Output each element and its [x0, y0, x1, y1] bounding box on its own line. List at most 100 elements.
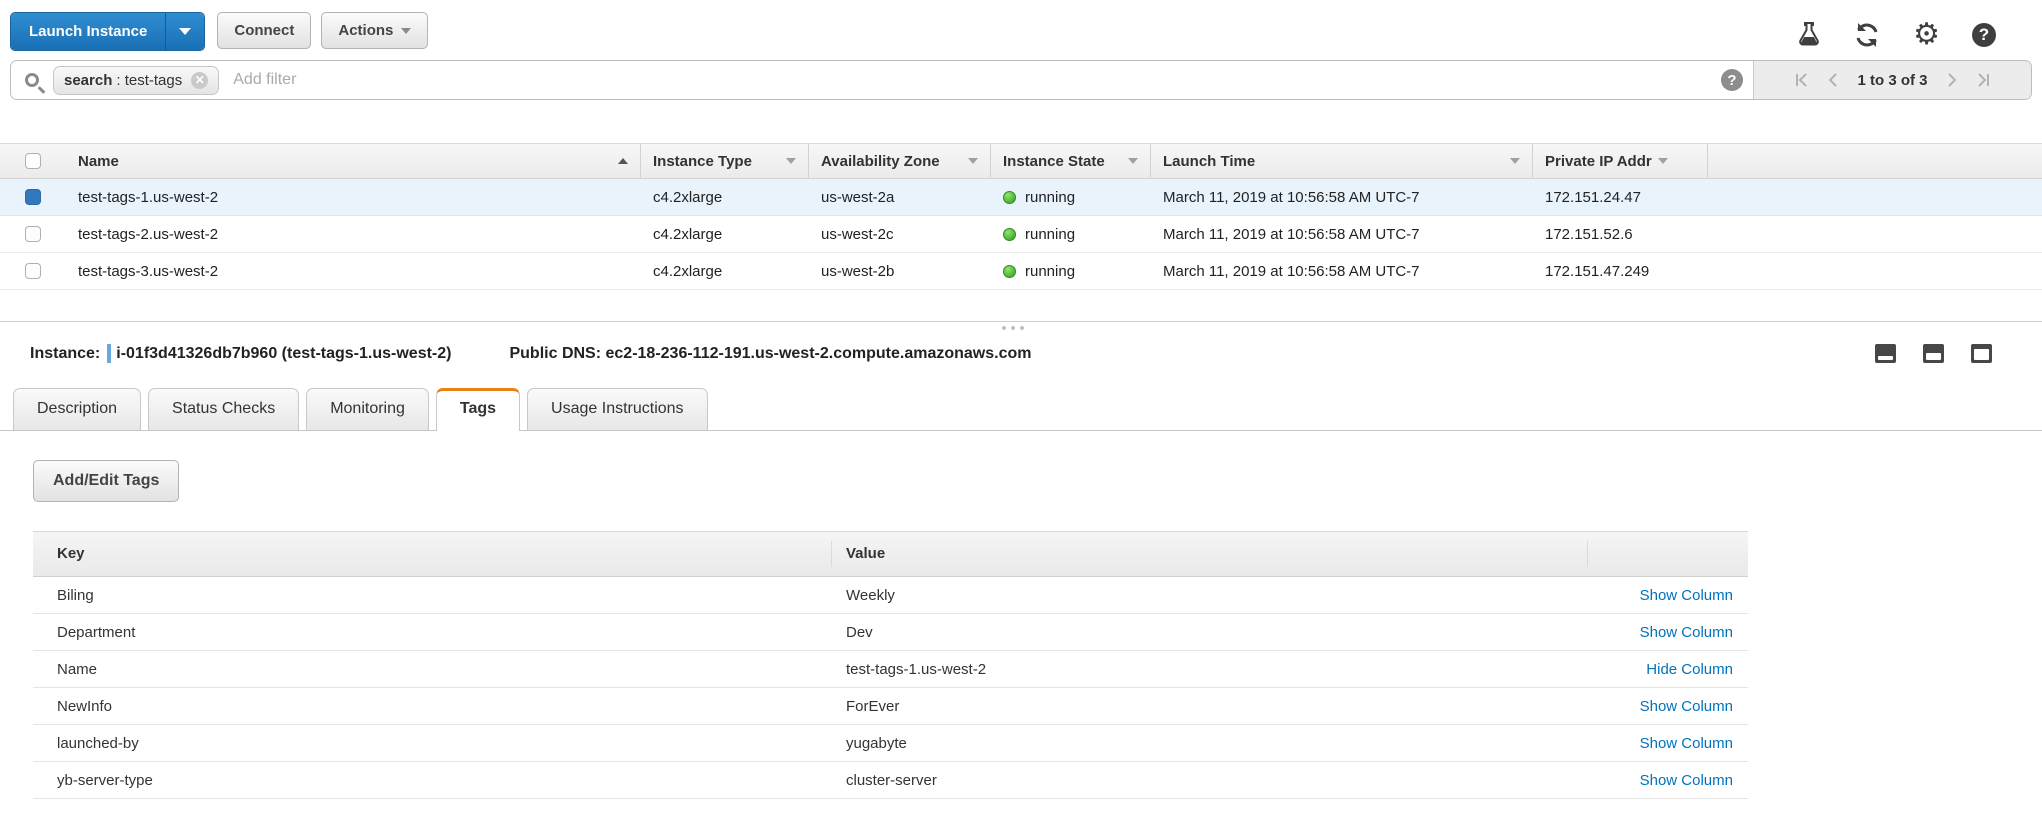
table-row: launched-by yugabyte Show Column: [33, 725, 1748, 762]
column-label: Availability Zone: [821, 152, 940, 170]
filter-key-label: search: [64, 71, 113, 89]
row-checkbox[interactable]: [25, 226, 41, 242]
tab-monitoring[interactable]: Monitoring: [306, 388, 429, 430]
actions-label: Actions: [338, 22, 394, 39]
table-row[interactable]: test-tags-2.us-west-2 c4.2xlarge us-west…: [0, 216, 2042, 253]
tag-value: ForEver: [846, 697, 900, 715]
running-status-icon: [1003, 264, 1016, 278]
show-column-link[interactable]: Show Column: [1639, 697, 1733, 715]
remove-filter-icon[interactable]: ✕: [191, 71, 209, 89]
filter-help-icon[interactable]: ?: [1721, 69, 1743, 91]
column-label: Launch Time: [1163, 152, 1256, 170]
tag-value: yugabyte: [846, 734, 907, 752]
layout-large-pane-icon[interactable]: [1971, 344, 1992, 363]
availability-zone: us-west-2b: [821, 262, 895, 280]
tag-key: launched-by: [57, 734, 139, 752]
launch-instance-button[interactable]: Launch Instance: [11, 13, 166, 50]
tag-key: Biling: [57, 586, 94, 604]
tag-value: Dev: [846, 623, 873, 641]
search-icon: [25, 73, 39, 87]
private-ip: 172.151.52.6: [1545, 225, 1633, 243]
pane-layout-controls: [1875, 344, 2012, 363]
running-status-icon: [1003, 227, 1016, 241]
show-column-link[interactable]: Show Column: [1639, 623, 1733, 641]
column-label: Private IP Addr: [1545, 152, 1652, 170]
row-checkbox[interactable]: [25, 189, 41, 205]
column-header-launch-time[interactable]: Launch Time: [1151, 144, 1533, 178]
add-filter-placeholder[interactable]: Add filter: [233, 71, 297, 88]
connect-button[interactable]: Connect: [217, 12, 312, 49]
experiment-flask-icon[interactable]: [1797, 22, 1821, 48]
instance-name: test-tags-1.us-west-2: [78, 188, 219, 206]
chevron-down-icon: [401, 28, 412, 35]
availability-zone: us-west-2a: [821, 188, 895, 206]
instance-type: c4.2xlarge: [653, 188, 723, 206]
instance-name: test-tags-3.us-west-2: [78, 262, 219, 280]
chevron-down-icon: [1128, 158, 1138, 164]
detail-tabs: Description Status Checks Monitoring Tag…: [0, 384, 2042, 431]
search-filter-pill[interactable]: search : test-tags ✕: [53, 65, 220, 95]
availability-zone: us-west-2c: [821, 225, 894, 243]
first-page-icon[interactable]: [1794, 72, 1809, 88]
column-header-private-ip[interactable]: Private IP Addr: [1533, 144, 1708, 178]
previous-page-icon[interactable]: [1827, 72, 1839, 88]
show-column-link[interactable]: Show Column: [1639, 586, 1733, 604]
table-row: Name test-tags-1.us-west-2 Hide Column: [33, 651, 1748, 688]
actions-button[interactable]: Actions: [321, 12, 429, 49]
column-label: Name: [78, 152, 119, 170]
tags-value-header: Value: [832, 540, 1588, 568]
tab-status-checks[interactable]: Status Checks: [148, 388, 300, 430]
next-page-icon[interactable]: [1946, 72, 1958, 88]
table-row: Department Dev Show Column: [33, 614, 1748, 651]
layout-medium-pane-icon[interactable]: [1923, 344, 1944, 363]
gear-icon[interactable]: ⚙: [1913, 18, 1940, 51]
table-row: NewInfo ForEver Show Column: [33, 688, 1748, 725]
chevron-down-icon: [1510, 158, 1520, 164]
tag-key: yb-server-type: [57, 771, 153, 789]
column-header-instance-state[interactable]: Instance State: [991, 144, 1151, 178]
instance-detail-header: Instance: i-01f3d41326db7b960 (test-tags…: [0, 344, 2042, 363]
add-edit-tags-button[interactable]: Add/Edit Tags: [33, 460, 180, 502]
tag-value: cluster-server: [846, 771, 937, 789]
column-header-instance-type[interactable]: Instance Type: [641, 144, 809, 178]
column-header-availability-zone[interactable]: Availability Zone: [809, 144, 991, 178]
launch-time: March 11, 2019 at 10:56:58 AM UTC-7: [1163, 262, 1420, 280]
refresh-icon[interactable]: [1853, 21, 1881, 49]
show-column-link[interactable]: Show Column: [1639, 771, 1733, 789]
instance-name: test-tags-2.us-west-2: [78, 225, 219, 243]
hide-column-link[interactable]: Hide Column: [1646, 660, 1733, 678]
pane-resize-handle[interactable]: [1002, 326, 1024, 330]
tag-value: test-tags-1.us-west-2: [846, 660, 987, 678]
filter-bar: search : test-tags ✕ Add filter ? 1 to 3…: [10, 60, 2032, 100]
last-page-icon[interactable]: [1976, 72, 1991, 88]
private-ip: 172.151.24.47: [1545, 188, 1641, 206]
column-header-name[interactable]: Name: [66, 144, 641, 178]
chevron-down-icon: [968, 158, 978, 164]
row-checkbox[interactable]: [25, 263, 41, 279]
instance-label: Instance:: [30, 344, 101, 362]
tab-tags[interactable]: Tags: [435, 388, 521, 431]
tab-usage-instructions[interactable]: Usage Instructions: [527, 388, 708, 430]
chevron-down-icon: [786, 158, 796, 164]
tab-description[interactable]: Description: [13, 388, 142, 430]
instance-type: c4.2xlarge: [653, 262, 723, 280]
layout-small-pane-icon[interactable]: [1875, 344, 1896, 363]
tags-table-header: Key Value: [33, 531, 1748, 577]
column-label: Instance State: [1003, 152, 1105, 170]
instance-type: c4.2xlarge: [653, 225, 723, 243]
table-row[interactable]: test-tags-3.us-west-2 c4.2xlarge us-west…: [0, 253, 2042, 290]
launch-instance-split-button[interactable]: Launch Instance: [10, 12, 206, 51]
top-toolbar: Launch Instance Connect Actions ⚙ ?: [0, 0, 2042, 56]
launch-time: March 11, 2019 at 10:56:58 AM UTC-7: [1163, 225, 1420, 243]
table-row[interactable]: test-tags-1.us-west-2 c4.2xlarge us-west…: [0, 179, 2042, 216]
launch-instance-dropdown-button[interactable]: [165, 13, 205, 50]
instances-table: Name Instance Type Availability Zone Ins…: [0, 143, 2042, 290]
select-all-checkbox[interactable]: [25, 153, 41, 169]
show-column-link[interactable]: Show Column: [1639, 734, 1733, 752]
filter-value-label: test-tags: [124, 71, 183, 89]
filter-input-area[interactable]: search : test-tags ✕ Add filter ?: [11, 61, 1753, 99]
tag-key: Name: [57, 660, 98, 678]
sort-ascending-icon: [618, 158, 628, 164]
help-icon[interactable]: ?: [1972, 23, 1996, 47]
running-status-icon: [1003, 190, 1016, 204]
